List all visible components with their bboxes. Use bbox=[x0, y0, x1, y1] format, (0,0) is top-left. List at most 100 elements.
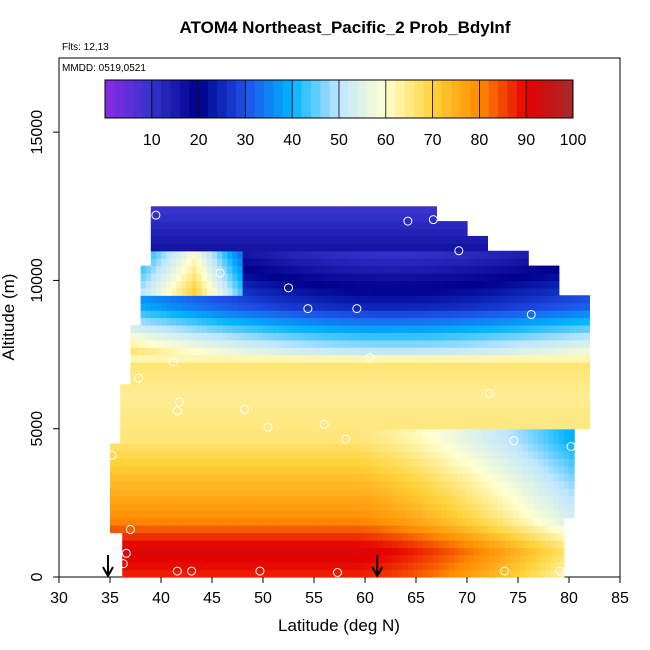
heatmap-cell bbox=[380, 369, 386, 378]
heatmap-cell bbox=[206, 488, 213, 497]
heatmap-cell bbox=[257, 465, 264, 474]
heatmap-cell bbox=[150, 369, 157, 378]
heatmap-cell bbox=[563, 428, 570, 437]
heatmap-cell bbox=[283, 250, 290, 259]
heatmap-cell bbox=[553, 502, 560, 511]
heatmap-cell bbox=[441, 376, 448, 385]
heatmap-cell bbox=[181, 421, 188, 430]
heatmap-cell bbox=[354, 443, 361, 452]
heatmap-cell bbox=[161, 399, 167, 408]
heatmap-cell bbox=[418, 547, 424, 556]
heatmap-cell bbox=[431, 465, 437, 474]
heatmap-cell bbox=[298, 384, 305, 393]
heatmap-cell bbox=[456, 361, 463, 370]
heatmap-cell bbox=[405, 332, 412, 341]
heatmap-cell bbox=[410, 488, 417, 497]
heatmap-cell bbox=[477, 287, 483, 296]
heatmap-cell bbox=[380, 221, 386, 230]
heatmap-cell bbox=[308, 391, 315, 400]
heatmap-cell bbox=[257, 332, 264, 341]
heatmap-cell bbox=[512, 399, 519, 408]
heatmap-cell bbox=[321, 562, 327, 571]
heatmap-cell bbox=[247, 332, 254, 341]
heatmap-cell bbox=[252, 488, 259, 497]
heatmap-cell bbox=[186, 250, 193, 259]
heatmap-cell bbox=[410, 413, 417, 422]
heatmap-cell bbox=[405, 450, 412, 459]
heatmap-cell bbox=[550, 562, 557, 571]
heatmap-cell bbox=[530, 562, 536, 571]
heatmap-cell bbox=[145, 317, 152, 326]
heatmap-cell bbox=[472, 495, 478, 504]
heatmap-cell bbox=[298, 273, 305, 282]
heatmap-cell bbox=[150, 443, 157, 452]
heatmap-cell bbox=[472, 465, 478, 474]
heatmap-cell bbox=[375, 376, 381, 385]
heatmap-cell bbox=[528, 287, 534, 296]
heatmap-cell bbox=[477, 354, 483, 363]
heatmap-cell bbox=[463, 562, 470, 571]
heatmap-cell bbox=[319, 384, 325, 393]
heatmap-cell bbox=[416, 495, 422, 504]
heatmap-cell bbox=[319, 206, 325, 215]
heatmap-cell bbox=[385, 317, 392, 326]
heatmap-cell bbox=[334, 517, 341, 526]
heatmap-cell bbox=[523, 525, 529, 534]
heatmap-cell bbox=[227, 243, 233, 252]
heatmap-cell bbox=[298, 228, 305, 237]
heatmap-cell bbox=[499, 532, 506, 541]
heatmap-cell bbox=[579, 384, 585, 393]
heatmap-cell bbox=[186, 332, 193, 341]
heatmap-cell bbox=[161, 488, 167, 497]
heatmap-cell bbox=[359, 310, 366, 319]
heatmap-cell bbox=[349, 517, 356, 526]
heatmap-cell bbox=[423, 569, 429, 578]
heatmap-cell bbox=[446, 221, 453, 230]
heatmap-cell bbox=[410, 436, 417, 445]
heatmap-cell bbox=[110, 488, 116, 497]
heatmap-cell bbox=[548, 510, 555, 519]
heatmap-cell bbox=[186, 221, 193, 230]
heatmap-cell bbox=[349, 436, 356, 445]
heatmap-cell bbox=[316, 532, 322, 541]
heatmap-cell bbox=[201, 384, 208, 393]
heatmap-cell bbox=[477, 421, 483, 430]
heatmap-cell bbox=[451, 280, 458, 289]
heatmap-cell bbox=[395, 317, 402, 326]
heatmap-cell bbox=[268, 421, 274, 430]
heatmap-cell bbox=[227, 391, 233, 400]
colorbar-segment bbox=[544, 80, 555, 118]
heatmap-cell bbox=[482, 406, 488, 415]
heatmap-cell bbox=[344, 495, 351, 504]
heatmap-cell bbox=[354, 206, 361, 215]
heatmap-cell bbox=[212, 406, 218, 415]
heatmap-cell bbox=[487, 287, 494, 296]
heatmap-cell bbox=[140, 376, 147, 385]
heatmap-cell bbox=[324, 324, 330, 333]
heatmap-cell bbox=[252, 250, 259, 259]
heatmap-cell bbox=[298, 465, 305, 474]
heatmap-cell bbox=[512, 310, 519, 319]
heatmap-cell bbox=[181, 295, 188, 304]
heatmap-cell bbox=[395, 376, 402, 385]
heatmap-cell bbox=[288, 235, 295, 244]
heatmap-cell bbox=[563, 376, 570, 385]
heatmap-cell bbox=[426, 369, 432, 378]
heatmap-cell bbox=[344, 473, 351, 482]
heatmap-cell bbox=[497, 265, 504, 274]
heatmap-cell bbox=[145, 421, 152, 430]
heatmap-cell bbox=[387, 547, 394, 556]
heatmap-cell bbox=[252, 450, 259, 459]
heatmap-cell bbox=[365, 406, 371, 415]
heatmap-cell bbox=[405, 465, 412, 474]
heatmap-cell bbox=[273, 243, 279, 252]
heatmap-cell bbox=[467, 310, 473, 319]
heatmap-cell bbox=[354, 235, 361, 244]
heatmap-cell bbox=[507, 443, 514, 452]
heatmap-cell bbox=[553, 480, 560, 489]
heatmap-cell bbox=[147, 554, 154, 563]
heatmap-cell bbox=[528, 465, 534, 474]
heatmap-cell bbox=[298, 265, 305, 274]
heatmap-cell bbox=[219, 532, 225, 541]
heatmap-cell bbox=[161, 413, 167, 422]
